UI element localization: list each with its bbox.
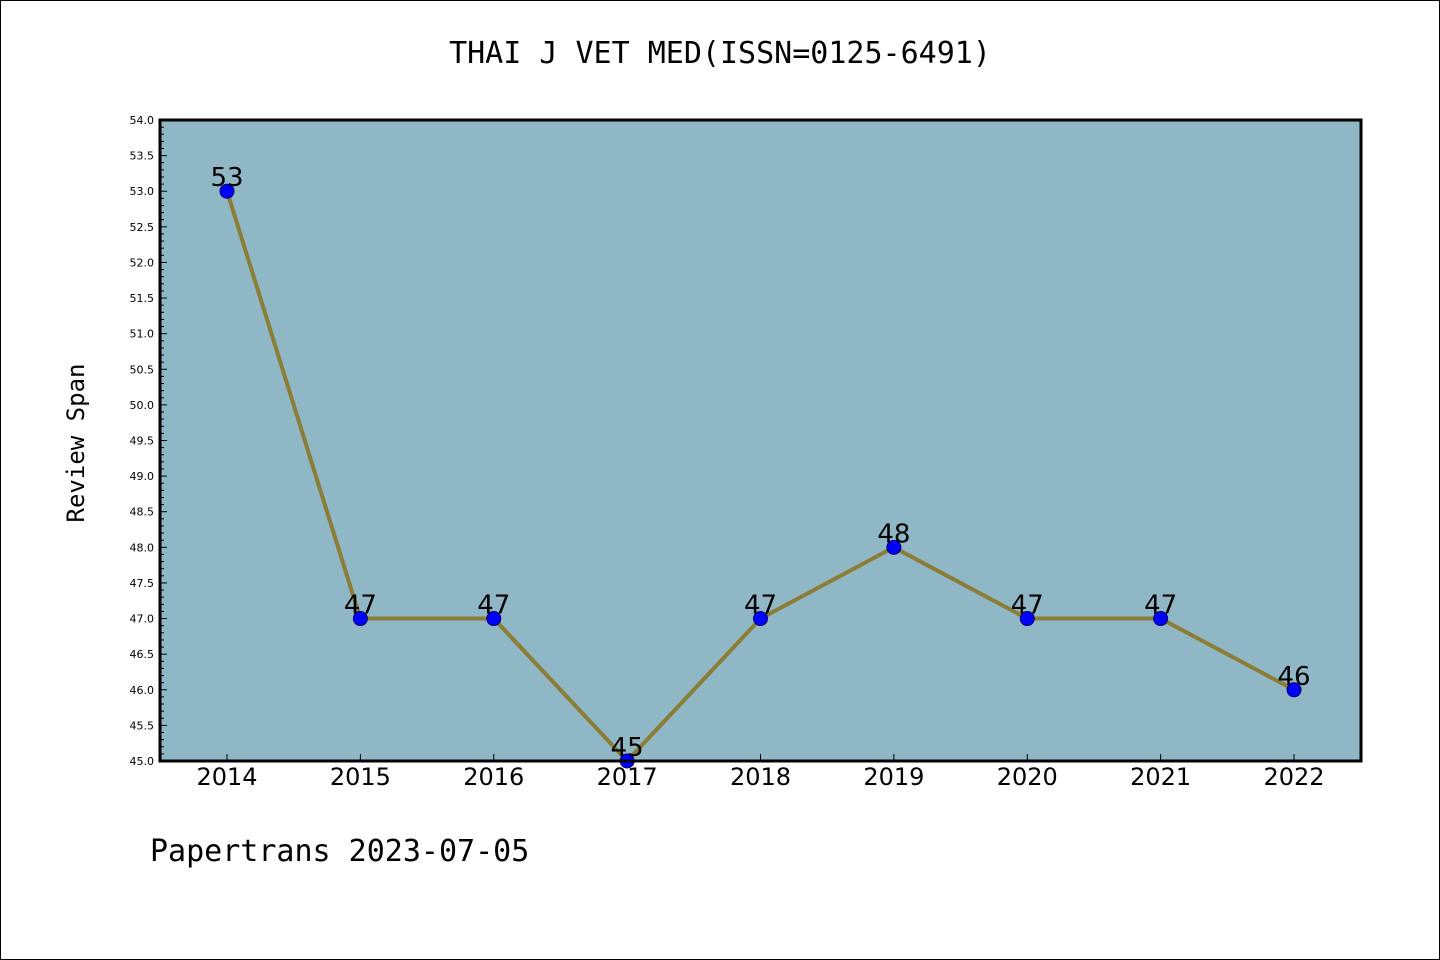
plot-area	[160, 120, 1361, 761]
y-tick-label: 54.0	[130, 114, 155, 127]
chart-title: THAI J VET MED(ISSN=0125-6491)	[449, 36, 991, 71]
y-tick-label: 46.5	[130, 648, 155, 661]
y-tick-label: 52.0	[130, 256, 155, 269]
y-tick-label: 51.0	[130, 328, 155, 341]
data-points	[219, 183, 1302, 769]
data-point	[1286, 682, 1302, 698]
data-label: 48	[877, 519, 910, 549]
y-tick-label: 47.5	[130, 577, 155, 590]
data-point	[886, 539, 902, 555]
y-tick-label: 45.5	[130, 719, 155, 732]
data-label: 47	[344, 591, 377, 621]
data-point	[219, 183, 235, 199]
y-tick-label: 48.5	[130, 506, 155, 519]
x-tick-label: 2022	[1263, 763, 1324, 791]
data-point	[486, 611, 502, 627]
data-label: 53	[210, 163, 243, 193]
y-tick-label: 49.0	[130, 470, 155, 483]
data-label: 45	[611, 733, 644, 763]
footer-text: Papertrans 2023-07-05	[150, 834, 530, 869]
data-point	[1019, 611, 1035, 627]
x-tick-label: 2021	[1130, 763, 1191, 791]
y-tick-label: 53.0	[130, 185, 155, 198]
y-tick-label: 49.5	[130, 435, 155, 448]
x-tick-label: 2018	[730, 763, 791, 791]
y-tick-label: 46.0	[130, 684, 155, 697]
x-tick-label: 2016	[463, 763, 524, 791]
x-tick-label: 2019	[863, 763, 924, 791]
x-tick-label: 2020	[997, 763, 1058, 791]
y-tick-label: 52.5	[130, 221, 155, 234]
y-tick-label: 53.5	[130, 150, 155, 163]
y-tick-label: 50.5	[130, 363, 155, 376]
data-point	[753, 611, 768, 627]
y-tick-label: 45.0	[130, 755, 155, 768]
data-label: 47	[1011, 591, 1044, 621]
data-label: 47	[477, 591, 510, 621]
y-tick-label: 51.5	[130, 292, 155, 305]
y-tick-label: 47.0	[130, 613, 155, 626]
data-labels: 53 47 47 45 47 48 47 47 46	[210, 163, 1310, 763]
x-tick-label: 2014	[196, 763, 257, 791]
data-label: 47	[1144, 591, 1177, 621]
data-label: 47	[744, 591, 777, 621]
data-label: 46	[1277, 662, 1310, 692]
y-tick-label: 48.0	[130, 541, 155, 554]
x-tick-label: 2015	[330, 763, 391, 791]
plot-border	[158, 118, 1363, 763]
y-tick-label: 50.0	[130, 399, 155, 412]
data-point	[352, 611, 368, 627]
data-point	[1153, 611, 1169, 627]
